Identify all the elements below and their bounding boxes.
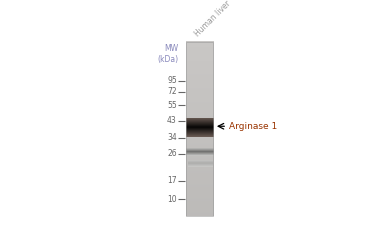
Text: 43: 43: [167, 116, 177, 125]
Text: 26: 26: [167, 150, 177, 158]
Text: 72: 72: [167, 87, 177, 96]
Bar: [186, 42, 213, 216]
Text: 55: 55: [167, 101, 177, 110]
Text: 34: 34: [167, 133, 177, 142]
Text: 95: 95: [167, 76, 177, 85]
Text: 17: 17: [167, 176, 177, 186]
Text: 10: 10: [167, 195, 177, 204]
Text: Arginase 1: Arginase 1: [229, 122, 277, 131]
Text: MW
(kDa): MW (kDa): [157, 44, 178, 64]
Text: Human liver: Human liver: [193, 0, 233, 38]
